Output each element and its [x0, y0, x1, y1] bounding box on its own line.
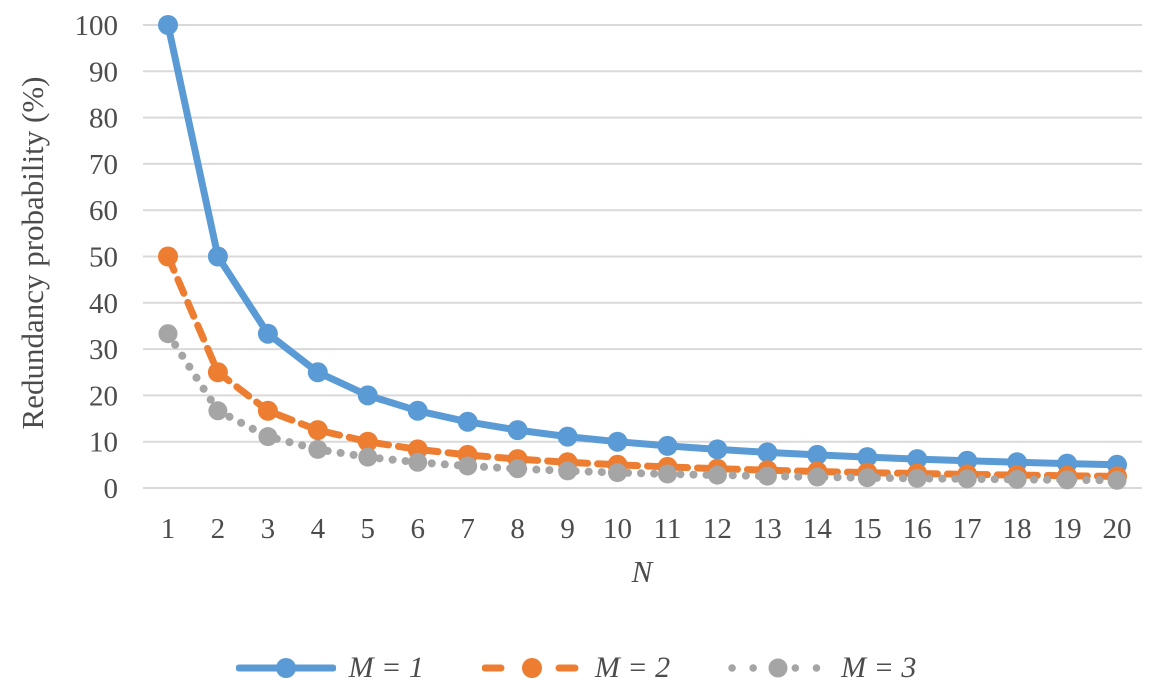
data-point-marker — [1057, 470, 1077, 490]
data-point-marker — [1007, 469, 1027, 489]
data-point-marker — [707, 439, 728, 460]
data-point-marker — [507, 420, 528, 441]
x-tick-label: 10 — [603, 513, 632, 545]
gridlines — [143, 24, 1142, 489]
data-point-marker — [307, 362, 328, 383]
legend-item-m3: M = 3 — [728, 651, 916, 685]
data-point-marker — [907, 449, 928, 470]
y-axis-title: Redundancy probability (%) — [15, 76, 50, 430]
data-point-marker — [757, 442, 778, 463]
legend-swatch-m3 — [728, 658, 829, 678]
data-point-marker — [257, 400, 278, 421]
y-tick-label: 40 — [89, 288, 118, 320]
x-tick-label: 11 — [654, 513, 682, 545]
y-tick-label: 70 — [89, 149, 118, 181]
data-point-marker — [1107, 470, 1127, 490]
legend-item-m1: M = 1 — [235, 651, 424, 685]
y-tick-label: 100 — [75, 10, 119, 42]
data-point-marker — [458, 456, 478, 476]
x-axis-title: N — [631, 554, 655, 589]
x-tick-label: 19 — [1053, 513, 1082, 545]
data-point-marker — [207, 362, 228, 383]
data-point-marker — [608, 463, 627, 483]
y-tick-label: 10 — [89, 427, 118, 459]
x-tick-label: 9 — [560, 513, 575, 545]
data-point-marker — [308, 439, 328, 459]
data-point-marker — [607, 431, 628, 452]
data-point-marker — [407, 400, 428, 421]
x-tick-label: 15 — [853, 513, 882, 545]
data-point-marker — [357, 431, 378, 452]
x-tick-label: 8 — [510, 513, 525, 545]
legend-label-m3: M = 3 — [841, 651, 917, 684]
y-tick-label: 30 — [89, 334, 118, 366]
legend-swatch-m1 — [235, 658, 336, 678]
data-point-marker — [307, 420, 328, 441]
x-tick-label: 18 — [1003, 513, 1032, 545]
x-tick-label: 6 — [410, 513, 425, 545]
legend-item-m2: M = 2 — [481, 651, 671, 685]
y-tick-label: 50 — [89, 242, 118, 274]
data-point-marker — [857, 468, 877, 488]
x-tick-label: 16 — [903, 513, 932, 545]
y-tick-label: 20 — [89, 380, 118, 412]
y-tick-labels: 0 10 20 30 40 50 60 70 80 90 100 — [75, 10, 119, 505]
data-point-marker — [357, 385, 378, 406]
data-point-marker — [158, 15, 178, 35]
data-point-marker — [658, 464, 677, 484]
data-point-marker — [208, 401, 228, 421]
data-point-marker — [807, 467, 827, 487]
x-tick-label: 2 — [211, 513, 226, 545]
x-tick-label: 7 — [460, 513, 475, 545]
legend-label-m1: M = 1 — [348, 651, 424, 684]
series-lines — [158, 15, 1127, 490]
x-tick-label: 5 — [361, 513, 376, 545]
y-tick-label: 90 — [89, 56, 118, 88]
x-tick-labels: 1 2 3 4 5 6 7 8 9 10 11 12 13 14 15 16 17 18 19 20 — [161, 513, 1132, 545]
x-tick-label: 3 — [261, 513, 276, 545]
data-point-marker — [557, 426, 578, 447]
series-line-1 — [164, 21, 1121, 469]
data-point-marker — [757, 466, 777, 486]
data-point-marker — [807, 444, 828, 465]
x-tick-label: 12 — [703, 513, 732, 545]
data-point-marker — [857, 447, 878, 468]
x-tick-label: 17 — [953, 513, 982, 545]
data-point-marker — [707, 465, 727, 485]
legend-swatch-m2 — [481, 658, 582, 678]
y-tick-label: 0 — [104, 473, 119, 505]
data-point-marker — [457, 411, 478, 432]
x-tick-label: 14 — [803, 513, 833, 545]
data-point-marker — [158, 324, 178, 344]
data-point-marker — [508, 459, 528, 479]
x-tick-label: 13 — [753, 513, 782, 545]
x-tick-label: 1 — [161, 513, 176, 545]
data-point-marker — [558, 461, 578, 481]
legend-label-m2: M = 2 — [594, 651, 671, 684]
legend: M = 1 M = 2 M = 3 — [0, 651, 1152, 685]
data-point-marker — [408, 452, 428, 472]
data-point-marker — [257, 323, 278, 344]
x-tick-label: 4 — [311, 513, 326, 545]
data-point-marker — [207, 246, 228, 267]
data-point-marker — [158, 246, 178, 267]
data-point-marker — [358, 447, 378, 467]
data-point-marker — [657, 435, 678, 456]
data-point-marker — [258, 427, 278, 447]
y-tick-label: 60 — [89, 195, 118, 227]
data-point-marker — [907, 468, 927, 488]
data-point-marker — [957, 469, 977, 489]
y-tick-label: 80 — [89, 103, 118, 135]
x-tick-label: 20 — [1103, 513, 1132, 545]
